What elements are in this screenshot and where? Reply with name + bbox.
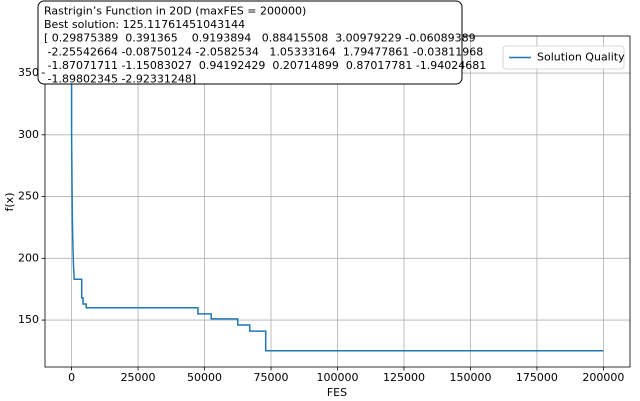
x-tick-label: 75000: [254, 371, 289, 384]
x-tick-label: 125000: [383, 371, 425, 384]
data-line: [70, 48, 604, 352]
annotation-line: -1.87071711 -1.15083027 0.94192429 0.207…: [44, 59, 486, 72]
annotation: Rastrigin’s Function in 20D (maxFES = 20…: [37, 0, 486, 86]
annotation-line: Best solution: 125.11761451043144: [44, 18, 245, 31]
legend-box: [502, 45, 625, 70]
x-tick-label: 25000: [121, 371, 156, 384]
annotation-line: [ 0.29875389 0.391365 0.9193894 0.884155…: [44, 32, 476, 45]
x-tick-label: 100000: [317, 371, 359, 384]
y-tick-label: 200: [18, 251, 39, 264]
x-axis-label: FES: [327, 386, 347, 399]
legend-label: Solution Quality: [537, 51, 625, 64]
y-tick-label: 150: [18, 313, 39, 326]
y-tick-label: 300: [18, 128, 39, 141]
x-tick-label: 175000: [516, 371, 558, 384]
y-tick-label: 350: [18, 66, 39, 79]
y-axis-label: f(x): [3, 193, 16, 212]
y-tick-label: 250: [18, 190, 39, 203]
x-tick-label: 50000: [187, 371, 222, 384]
annotation-line: -2.25542664 -0.08750124 -2.0582534 1.053…: [44, 45, 483, 58]
x-tick-label: 200000: [582, 371, 624, 384]
annotation-line: Rastrigin’s Function in 20D (maxFES = 20…: [44, 5, 306, 18]
legend: Solution Quality: [502, 45, 625, 70]
annotation-box: [37, 0, 463, 85]
plot-area: [70, 48, 604, 352]
annotation-line: -1.89802345 -2.92331248]: [44, 73, 196, 86]
x-tick-label: 0: [68, 371, 75, 384]
x-tick-label: 150000: [449, 371, 491, 384]
